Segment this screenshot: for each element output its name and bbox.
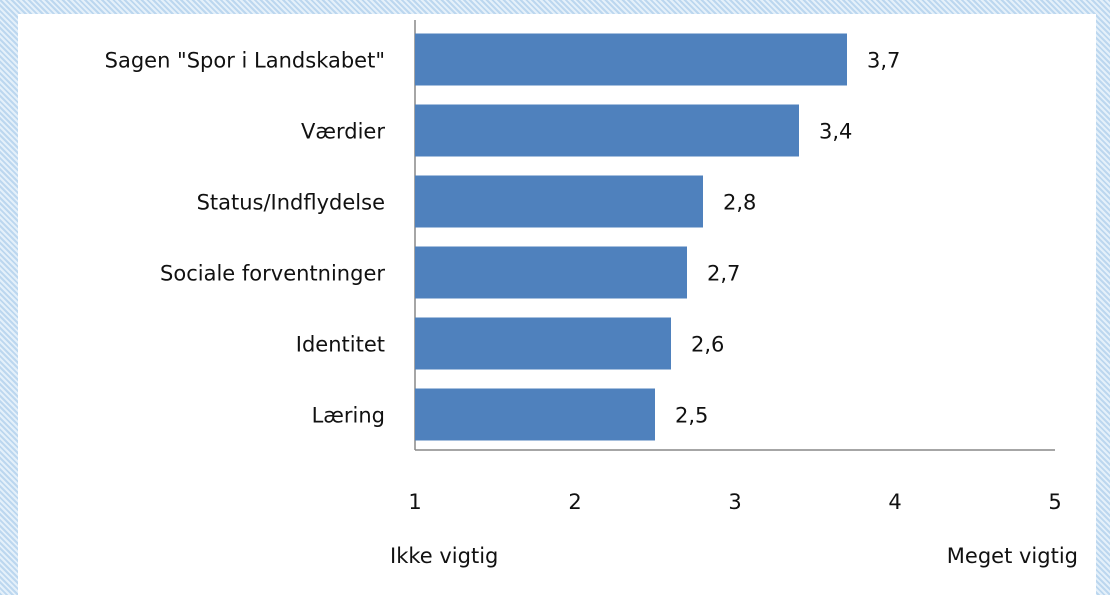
bar [415,34,847,86]
y-tick-label: Status/Indflydelse [197,191,385,215]
bar [415,318,671,370]
y-tick-label: Sociale forventninger [160,262,385,286]
y-tick-label: Sagen "Spor i Landskabet" [105,49,385,73]
bar [415,176,703,228]
x-tick-label: 1 [408,490,421,514]
y-tick-label: Læring [312,404,385,428]
x-tick-label: 5 [1048,490,1061,514]
value-label: 2,5 [675,404,708,428]
value-label: 2,8 [723,191,756,215]
bar [415,247,687,299]
x-end-label: Meget vigtig [947,544,1078,568]
y-tick-label: Værdier [301,120,385,144]
value-label: 3,4 [819,120,852,144]
chart-panel [18,14,1096,595]
x-tick-label: 4 [888,490,901,514]
bar [415,105,799,157]
chart: Ikke vigtig Meget vigtig 1 2 3 4 5 Sagen "Spo… [0,0,1110,595]
page: Ikke vigtig Meget vigtig 1 2 3 4 5 Sagen "Spo… [0,0,1110,595]
y-tick-label: Identitet [296,333,385,357]
value-label: 2,6 [691,333,724,357]
value-label: 2,7 [707,262,740,286]
x-end-label: Ikke vigtig [390,544,498,568]
x-tick-label: 2 [568,490,581,514]
x-tick-label: 3 [728,490,741,514]
value-label: 3,7 [867,49,900,73]
bar [415,389,655,441]
